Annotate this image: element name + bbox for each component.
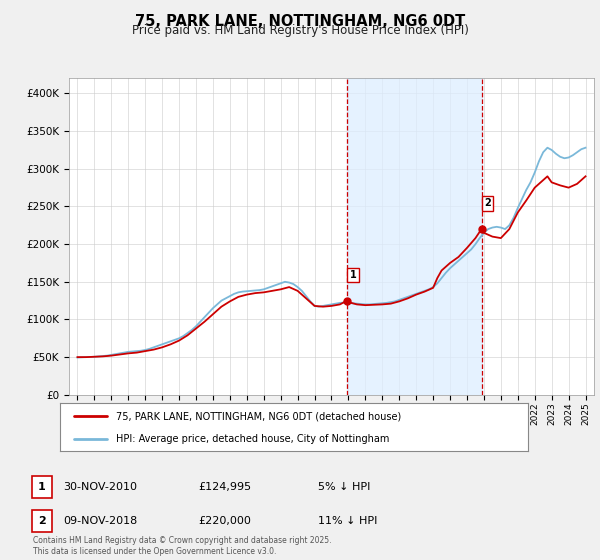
Text: HPI: Average price, detached house, City of Nottingham: HPI: Average price, detached house, City… [116,434,389,444]
Text: Price paid vs. HM Land Registry's House Price Index (HPI): Price paid vs. HM Land Registry's House … [131,24,469,37]
Text: £220,000: £220,000 [198,516,251,526]
Text: 1: 1 [38,482,46,492]
Bar [347,78,482,395]
Text: 2: 2 [38,516,46,526]
Text: 30-NOV-2010: 30-NOV-2010 [63,482,137,492]
Text: 75, PARK LANE, NOTTINGHAM, NG6 0DT: 75, PARK LANE, NOTTINGHAM, NG6 0DT [135,14,465,29]
Text: 09-NOV-2018: 09-NOV-2018 [63,516,137,526]
Text: Contains HM Land Registry data © Crown copyright and database right 2025.
This d: Contains HM Land Registry data © Crown c… [33,536,331,556]
Text: 2: 2 [484,198,491,208]
Text: 75, PARK LANE, NOTTINGHAM, NG6 0DT (detached house): 75, PARK LANE, NOTTINGHAM, NG6 0DT (deta… [116,411,401,421]
Text: 1: 1 [350,270,356,280]
Text: 5% ↓ HPI: 5% ↓ HPI [318,482,370,492]
Text: 11% ↓ HPI: 11% ↓ HPI [318,516,377,526]
Text: £124,995: £124,995 [198,482,251,492]
